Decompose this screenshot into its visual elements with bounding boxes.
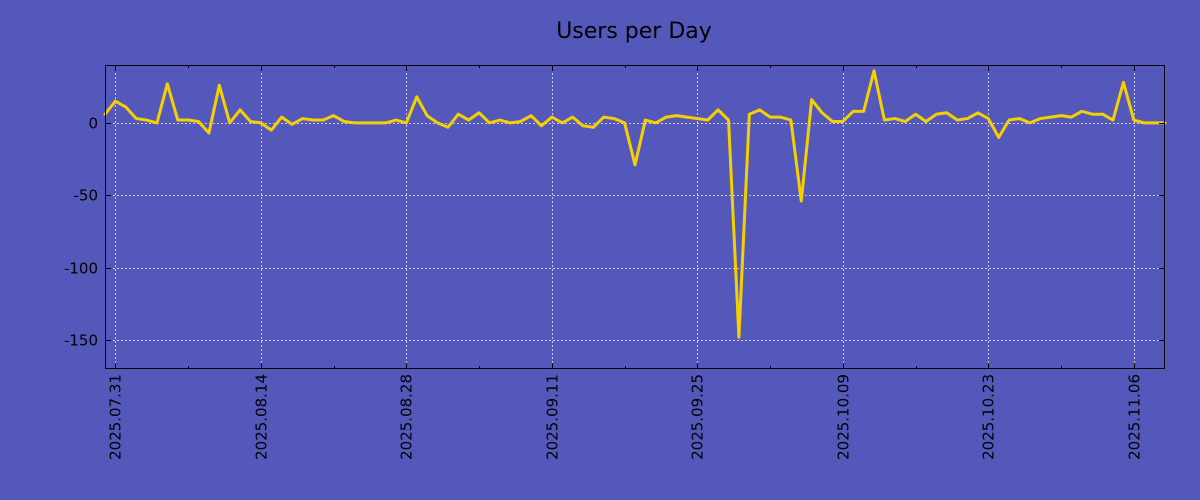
series-layer xyxy=(103,69,1167,339)
chart-title: Users per Day xyxy=(556,19,712,44)
y-tick-label: -100 xyxy=(64,260,98,278)
x-axis: 2025.07.31 2025.08.14 2025.08.28 2025.09.11… xyxy=(107,65,1144,460)
x-tick-label: 2025.07.31 xyxy=(107,374,125,460)
plot-frame xyxy=(105,65,1165,369)
grid-lines xyxy=(105,65,1165,369)
x-tick-label: 2025.09.25 xyxy=(689,374,707,460)
x-tick-label: 2025.11.06 xyxy=(1126,374,1144,460)
y-axis: 0 -50 -100 -150 xyxy=(64,115,1165,350)
y-tick-label: -150 xyxy=(64,332,98,350)
x-tick-label: 2025.09.11 xyxy=(544,374,562,460)
x-tick-label: 2025.08.28 xyxy=(398,374,416,460)
x-tick-label: 2025.10.09 xyxy=(835,374,853,460)
x-tick-label: 2025.10.23 xyxy=(980,374,998,460)
y-tick-label: -50 xyxy=(74,187,99,205)
x-tick-label: 2025.08.14 xyxy=(253,374,271,460)
series-line xyxy=(103,69,1167,339)
y-tick-label: 0 xyxy=(88,115,98,133)
